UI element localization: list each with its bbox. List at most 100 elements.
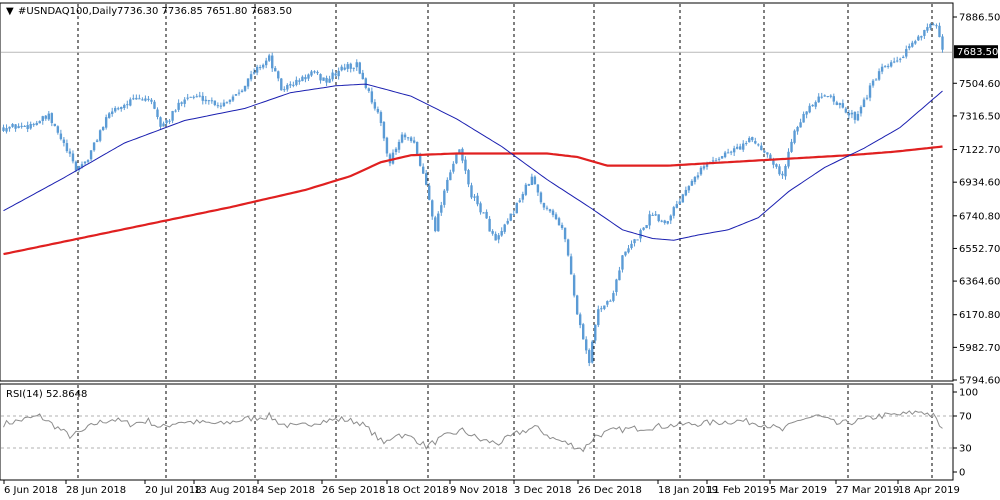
candle [452, 161, 455, 174]
candle [696, 172, 700, 180]
candle [144, 95, 147, 102]
candle [258, 64, 262, 71]
candle [690, 179, 694, 187]
candle [192, 95, 195, 100]
candle [189, 96, 192, 98]
candle [678, 198, 682, 205]
candle [147, 95, 150, 102]
vertical-grid-lines [77, 4, 933, 381]
candle [165, 119, 168, 127]
candle [71, 150, 75, 164]
time-tick-label: 26 Sep 2018 [322, 485, 385, 496]
candle [201, 92, 204, 105]
candle [473, 194, 476, 202]
candle [497, 232, 500, 244]
candle [826, 95, 829, 98]
candle [150, 98, 153, 105]
candle [521, 191, 525, 203]
candle [642, 227, 645, 231]
candle [503, 223, 506, 234]
rsi-title: RSI(14) 52.8648 [6, 389, 87, 400]
candle [778, 164, 781, 176]
candle [515, 202, 518, 214]
candle [621, 254, 624, 273]
rsi-plot-frame [0, 383, 954, 481]
candle [902, 55, 905, 59]
candle [171, 110, 174, 124]
candle [8, 126, 11, 132]
candle [249, 70, 253, 82]
candle [162, 121, 165, 127]
candle [651, 212, 654, 216]
time-tick-label: 5 Mar 2019 [770, 485, 827, 496]
candle [742, 140, 745, 152]
chart-ohlc-values: 7736.30 7736.85 7651.80 7683.50 [117, 6, 292, 17]
candle [44, 115, 47, 121]
time-tick-label: 13 Aug 2018 [194, 485, 258, 496]
candle [932, 22, 935, 26]
candle [5, 124, 8, 134]
candle [914, 39, 917, 45]
candle [325, 75, 328, 87]
candle [98, 129, 102, 143]
candle [630, 240, 633, 250]
candle [17, 123, 20, 129]
candle [578, 312, 582, 329]
candle [726, 148, 730, 154]
candle [545, 205, 549, 211]
time-tick-label: 18 Jan 2019 [658, 485, 718, 496]
ma-fast-line [3, 83, 943, 241]
candle [53, 123, 57, 127]
candle [35, 120, 38, 126]
candle [2, 124, 5, 132]
candle [585, 336, 588, 354]
rsi-axis: 100 70 30 0 [953, 388, 978, 479]
candle [86, 159, 90, 164]
candle [83, 161, 87, 165]
candle [896, 56, 899, 63]
price-tick-label: 7886.50 [959, 13, 1000, 24]
candle [609, 299, 612, 302]
candle [675, 200, 678, 209]
candle [654, 211, 657, 216]
candle [406, 136, 410, 141]
price-tick-label: 6552.70 [959, 244, 1000, 255]
candle [877, 68, 881, 81]
candle [775, 163, 778, 169]
candle [920, 35, 923, 41]
candle [476, 192, 479, 207]
candle [899, 57, 902, 63]
candle [68, 148, 72, 157]
rsi-level-lines [1, 415, 952, 449]
candle [612, 290, 615, 303]
candle [74, 160, 78, 173]
candle [123, 103, 126, 111]
candle [554, 212, 558, 221]
price-tick-label: 5982.70 [959, 343, 1000, 354]
candle [929, 22, 932, 31]
candle [65, 139, 69, 153]
candle [892, 57, 896, 64]
candle [663, 219, 666, 225]
candle [938, 22, 941, 38]
candle [243, 85, 247, 92]
candle [358, 61, 361, 75]
candle [129, 97, 132, 107]
candle [114, 106, 117, 113]
candle [331, 69, 334, 82]
candle [174, 109, 177, 113]
candle [219, 102, 223, 110]
candle [702, 164, 706, 171]
candle [597, 305, 600, 328]
time-tick-label: 3 Dec 2018 [514, 485, 572, 496]
candle [355, 59, 358, 71]
candle [820, 92, 823, 99]
candle [645, 225, 648, 229]
candle [615, 278, 618, 296]
candle [569, 253, 573, 275]
candle [295, 76, 298, 87]
candle [367, 87, 371, 93]
candle [835, 100, 839, 106]
candle [222, 99, 226, 108]
